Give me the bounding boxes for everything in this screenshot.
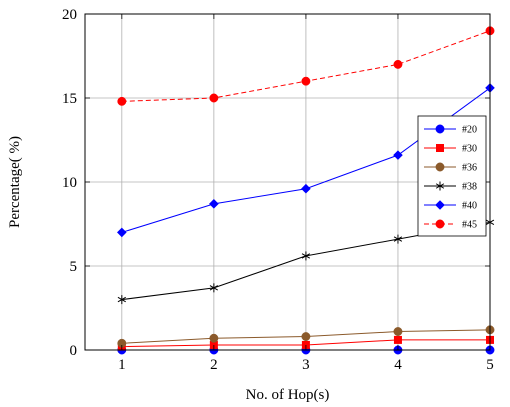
data-point <box>301 183 311 194</box>
series-n36 <box>117 325 495 348</box>
ticks: 1 2 3 4 5 0 5 10 15 20 <box>62 7 494 373</box>
data-point <box>117 96 127 106</box>
legend-label: #45 <box>462 220 477 231</box>
legend-marker <box>435 200 445 210</box>
x-tick-label: 2 <box>210 357 218 373</box>
data-point <box>301 332 311 342</box>
legend-label: #20 <box>462 125 477 136</box>
y-tick-label: 15 <box>62 91 77 107</box>
data-point <box>117 227 127 238</box>
legend: #20 #30 #36 #38 #40 #45 <box>417 115 487 237</box>
x-tick-label: 3 <box>302 357 310 373</box>
data-point <box>301 76 311 86</box>
data-point <box>393 59 403 69</box>
legend-marker <box>436 144 444 152</box>
y-tick-label: 10 <box>62 175 77 191</box>
legend-label: #40 <box>462 201 477 212</box>
star-stroke <box>117 296 126 303</box>
legend-label: #38 <box>462 182 477 193</box>
x-tick-label: 4 <box>394 357 402 373</box>
data-point <box>209 333 219 343</box>
star-stroke <box>301 253 311 259</box>
legend-marker <box>435 124 445 134</box>
data-point <box>209 199 219 209</box>
legend-box <box>417 115 487 237</box>
data-point <box>393 150 403 160</box>
data-point <box>209 93 219 103</box>
star-stroke <box>435 183 445 189</box>
legend-label: #36 <box>462 163 477 174</box>
legend-item: #40 <box>424 200 477 212</box>
legend-label: #30 <box>462 144 477 155</box>
legend-item: #30 <box>424 144 477 155</box>
legend-marker <box>435 219 445 229</box>
data-point <box>301 340 310 349</box>
data-point <box>393 335 402 344</box>
legend-item: #20 <box>424 125 477 136</box>
data-point <box>209 283 219 293</box>
y-tick-label: 5 <box>70 259 78 275</box>
legend-item: #38 <box>424 181 477 193</box>
data-point <box>393 327 403 336</box>
data-point <box>301 251 311 261</box>
y-axis-label: Percentage( %) <box>7 136 23 228</box>
legend-item: #36 <box>424 163 477 174</box>
y-tick-label: 20 <box>62 7 77 23</box>
data-point <box>393 234 403 244</box>
star-stroke <box>209 285 219 291</box>
data-point <box>117 295 126 305</box>
x-tick-label: 1 <box>118 357 126 373</box>
star-stroke <box>393 236 403 242</box>
x-axis-label: No. of Hop(s) <box>246 387 330 403</box>
legend-item: #45 <box>424 220 477 231</box>
data-point <box>209 340 218 349</box>
legend-marker <box>435 181 445 191</box>
x-tick-label: 5 <box>486 357 494 373</box>
y-tick-label: 0 <box>70 343 78 359</box>
legend-marker <box>435 162 445 172</box>
